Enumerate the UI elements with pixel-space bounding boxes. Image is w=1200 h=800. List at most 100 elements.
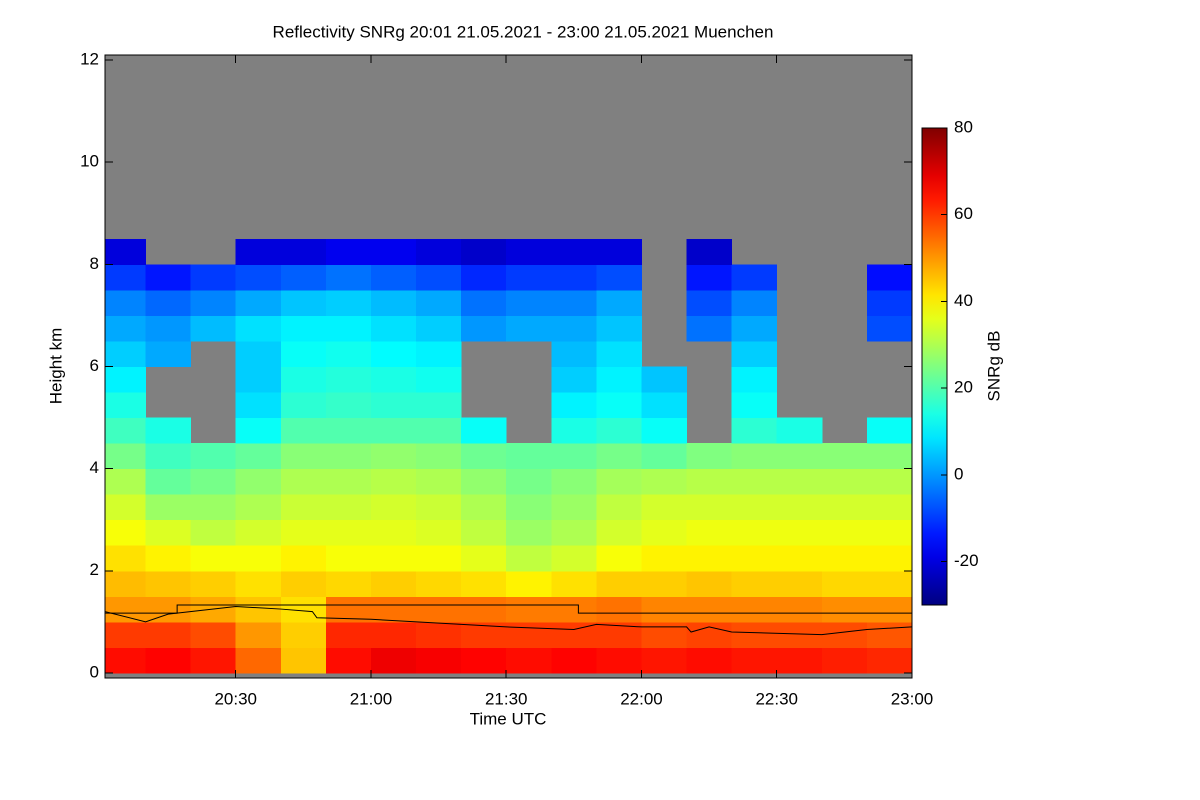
heatmap-cell [325, 494, 372, 521]
heatmap-cell [370, 647, 417, 674]
heatmap-cell [551, 519, 597, 546]
heatmap-cell [105, 238, 147, 265]
heatmap-cell [280, 340, 327, 367]
heatmap-cell [551, 238, 597, 265]
heatmap-cell [280, 366, 327, 393]
heatmap-cell [596, 392, 642, 419]
heatmap-cell [145, 340, 192, 367]
heatmap-cell [506, 621, 552, 648]
heatmap-cell [461, 238, 507, 265]
heatmap-cell [370, 417, 417, 444]
heatmap-cell [325, 545, 372, 572]
heatmap-cell [776, 494, 823, 521]
heatmap-cell [105, 443, 147, 470]
heatmap-cell [731, 289, 778, 316]
heatmap-cell [325, 570, 372, 597]
heatmap-cell [686, 264, 733, 291]
heatmap-cell [641, 621, 688, 648]
heatmap-cell [821, 596, 868, 623]
heatmap-cell [190, 264, 237, 291]
heatmap-cell [506, 647, 552, 674]
heatmap-cell [190, 519, 237, 546]
heatmap-cell [145, 417, 192, 444]
heatmap-cell [731, 340, 778, 367]
heatmap-cell [105, 596, 147, 623]
heatmap-cell [461, 443, 507, 470]
heatmap-cell [370, 238, 417, 265]
heatmap-cell [235, 315, 282, 342]
heatmap-cell [461, 519, 507, 546]
heatmap-cell [235, 570, 282, 597]
heatmap-cell [105, 494, 147, 521]
heatmap-cell [105, 315, 147, 342]
heatmap-cell [145, 315, 192, 342]
heatmap-cell [235, 468, 282, 495]
heatmap-cell [280, 621, 327, 648]
heatmap-cell [461, 289, 507, 316]
heatmap-cell [325, 468, 372, 495]
heatmap-cell [190, 443, 237, 470]
heatmap-cell [416, 238, 462, 265]
heatmap-cell [821, 494, 868, 521]
heatmap-cell [145, 494, 192, 521]
heatmap-cell [235, 417, 282, 444]
heatmap-cell [686, 647, 733, 674]
heatmap-cell [506, 289, 552, 316]
heatmap-cell [105, 340, 147, 367]
heatmap-cell [235, 340, 282, 367]
heatmap-cell [596, 570, 642, 597]
heatmap-cell [596, 366, 642, 393]
heatmap-cell [105, 417, 147, 444]
heatmap-cell [686, 468, 733, 495]
heatmap-cell [776, 570, 823, 597]
heatmap-cell [235, 519, 282, 546]
heatmap-cell [551, 647, 597, 674]
heatmap-cell [731, 621, 778, 648]
heatmap-cell [416, 494, 462, 521]
heatmap-cell [416, 570, 462, 597]
heatmap-cell [190, 289, 237, 316]
heatmap-cell [235, 238, 282, 265]
heatmap-cell [416, 289, 462, 316]
heatmap-cell [325, 238, 372, 265]
heatmap-cell [235, 621, 282, 648]
heatmap-cell [461, 545, 507, 572]
heatmap-cell [506, 519, 552, 546]
heatmap-cell [145, 289, 192, 316]
heatmap-cell [461, 468, 507, 495]
x-tick-label: 20:30 [214, 689, 257, 708]
heatmap-cell [866, 545, 913, 572]
heatmap-cell [325, 392, 372, 419]
y-tick-label: 6 [90, 356, 99, 375]
heatmap-cell [325, 289, 372, 316]
heatmap-cell [325, 315, 372, 342]
heatmap-cell [280, 392, 327, 419]
heatmap-cell [416, 340, 462, 367]
heatmap-cell [105, 264, 147, 291]
colorbar [921, 127, 948, 606]
heatmap-cell [731, 596, 778, 623]
heatmap-cell [686, 315, 733, 342]
x-axis-label: Time UTC [470, 709, 547, 728]
heatmap-cell [551, 494, 597, 521]
y-tick-label: 4 [90, 458, 99, 477]
heatmap-cell [105, 392, 147, 419]
heatmap-cell [416, 417, 462, 444]
heatmap-cell [370, 340, 417, 367]
heatmap-cell [190, 621, 237, 648]
heatmap-cell [145, 596, 192, 623]
heatmap-cell [461, 596, 507, 623]
x-tick-label: 23:00 [891, 689, 934, 708]
heatmap-cell [866, 289, 913, 316]
heatmap-cell [686, 596, 733, 623]
x-tick-label: 21:30 [485, 689, 528, 708]
heatmap-cell [370, 494, 417, 521]
heatmap-cell [551, 570, 597, 597]
heatmap-cell [416, 596, 462, 623]
heatmap-cell [596, 545, 642, 572]
heatmap-cell [416, 647, 462, 674]
heatmap-cell [821, 443, 868, 470]
heatmap-cell [145, 647, 192, 674]
y-axis-label: Height km [46, 328, 65, 405]
heatmap-cell [731, 264, 778, 291]
